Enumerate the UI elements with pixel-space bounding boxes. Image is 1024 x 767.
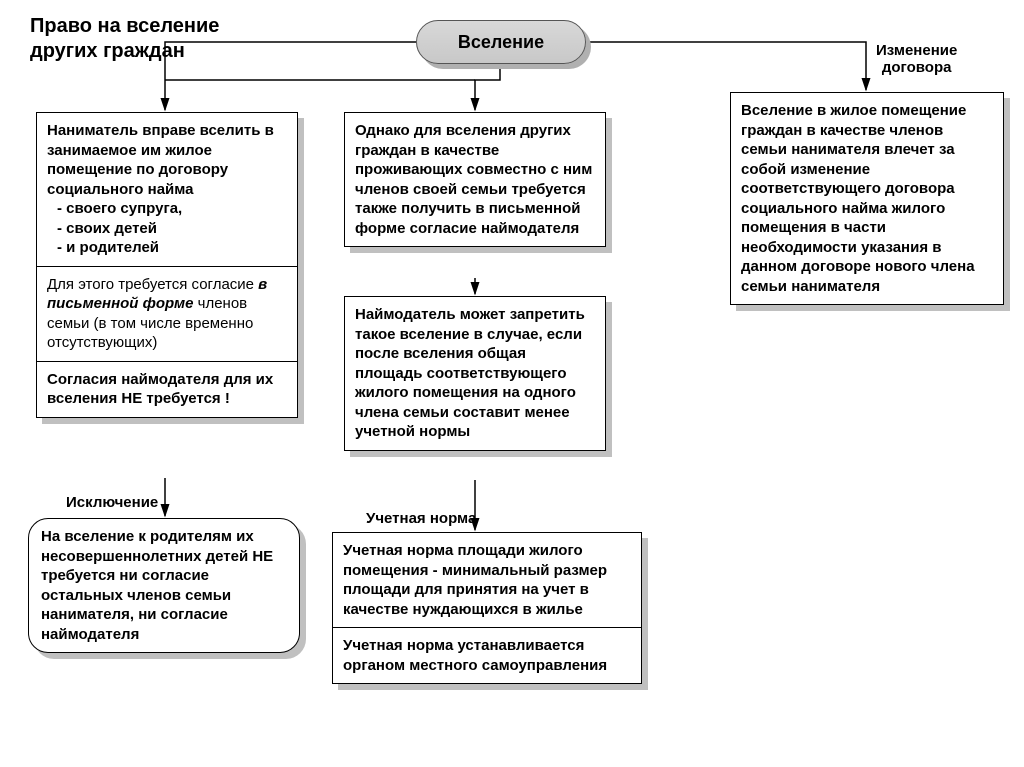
left1-bullet1: - своего супруга, (57, 200, 182, 217)
norm2-text: Учетная норма устанавливается органом ме… (343, 637, 607, 674)
left-cell-2: Для этого требуется согласие в письменно… (37, 267, 297, 362)
mid-box-2: Наймодатель может запретить такое вселен… (344, 296, 606, 451)
norm1-text: Учетная норма площади жилого помещения -… (343, 542, 607, 618)
left2-a: Для этого требуется согласие (47, 276, 258, 293)
label-exception: Исключение (66, 494, 158, 511)
left3-text: Согласия наймодателя для их вселения НЕ … (47, 371, 273, 408)
root-node: Вселение (416, 20, 586, 64)
left1-bullet3: - и родителей (57, 239, 159, 256)
right-box: Вселение в жилое помещение граждан в кач… (730, 92, 1004, 305)
left1-bullet2: - своих детей (57, 220, 157, 237)
left-cell-3: Согласия наймодателя для их вселения НЕ … (37, 362, 297, 417)
mid2-text: Наймодатель может запретить такое вселен… (355, 306, 585, 440)
left-cell-1: Наниматель вправе вселить в занимаемое и… (37, 113, 297, 267)
left1-text: Наниматель вправе вселить в занимаемое и… (47, 122, 274, 198)
left-box: Наниматель вправе вселить в занимаемое и… (36, 112, 298, 418)
label-contract-change: Изменение договора (876, 42, 957, 76)
mid-box-1: Однако для вселения других граждан в кач… (344, 112, 606, 247)
exception-box: На вселение к родителям их несовершеннол… (28, 518, 300, 653)
label-norm: Учетная норма (366, 510, 476, 527)
mid1-text: Однако для вселения других граждан в кач… (355, 122, 592, 237)
exception-text: На вселение к родителям их несовершеннол… (41, 528, 273, 643)
diagram-title: Право на вселение других граждан (30, 14, 219, 64)
norm-box: Учетная норма площади жилого помещения -… (332, 532, 642, 684)
right-text: Вселение в жилое помещение граждан в кач… (741, 102, 975, 295)
